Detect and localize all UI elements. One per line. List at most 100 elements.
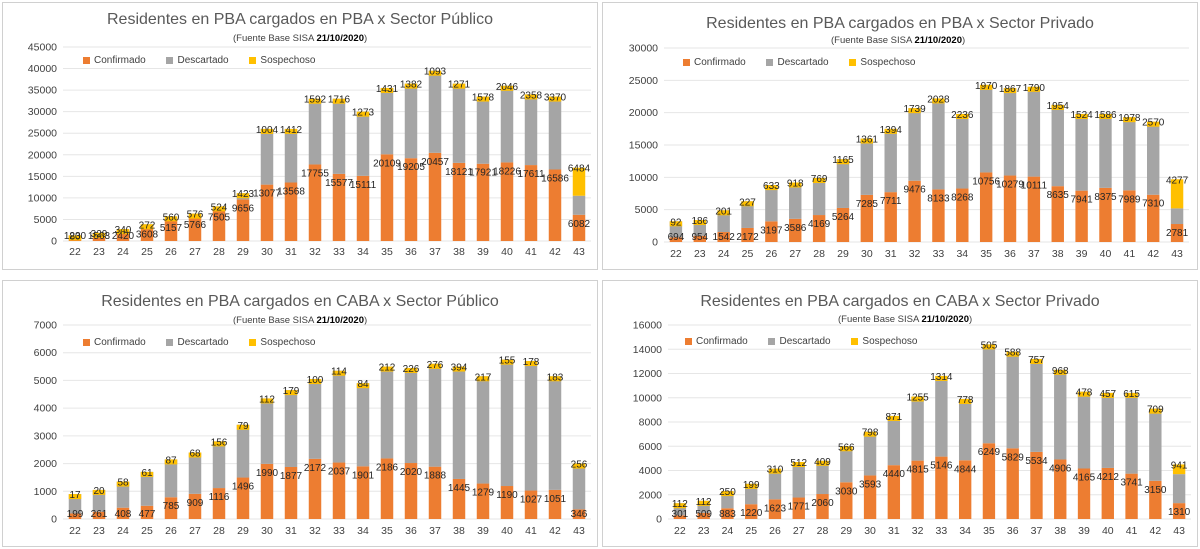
bar-confirmado [356, 466, 370, 519]
bar-confirmado [1075, 190, 1088, 242]
bar-descartado [428, 363, 442, 467]
bar-sospechoso [1030, 358, 1043, 364]
x-tick-label: 39 [1076, 248, 1088, 260]
data-label-confirmado: 10111 [1021, 181, 1048, 192]
data-label-confirmado: 2781 [1166, 228, 1189, 239]
bar-confirmado [816, 494, 829, 519]
bar-sospechoso [1101, 392, 1114, 398]
data-label-descartado: 524 [211, 202, 228, 213]
bar-sospechoso [836, 159, 850, 165]
bar-sospechoso [164, 216, 178, 222]
data-label-descartado: 87 [165, 455, 177, 466]
bar-sospechoso [693, 220, 706, 226]
bar-confirmado [836, 207, 850, 242]
x-tick-label: 33 [333, 525, 345, 537]
data-label-descartado: 1412 [280, 125, 303, 136]
data-label-descartado: 340 [115, 225, 132, 236]
bar-confirmado [935, 456, 948, 519]
bar-sospechoso [669, 221, 683, 227]
bar-sospechoso [789, 182, 802, 188]
data-label-descartado: 6484 [568, 164, 591, 175]
data-label-confirmado: 509 [695, 509, 712, 520]
chart-title: Residentes en PBA cargados en CABA x Sec… [700, 293, 1100, 310]
data-label-confirmado: 1027 [520, 495, 543, 506]
data-label-confirmado: 8375 [1094, 192, 1117, 203]
bar-confirmado [887, 465, 901, 519]
data-label-descartado: 112 [672, 499, 688, 510]
data-label-descartado: 1394 [880, 125, 903, 136]
data-label-confirmado: 7941 [1070, 195, 1093, 206]
bar-confirmado [332, 462, 346, 519]
x-tick-label: 31 [888, 525, 900, 537]
data-label-confirmado: 1563 [88, 231, 111, 242]
x-tick-label: 42 [1149, 525, 1161, 537]
y-tick-label: 2000 [34, 458, 58, 470]
y-tick-label: 15000 [629, 140, 658, 152]
bar-sospechoso [500, 85, 514, 91]
x-tick-label: 34 [357, 246, 369, 258]
bar-descartado [308, 98, 322, 165]
y-tick-label: 0 [51, 514, 57, 526]
chart-title: Residentes en PBA cargados en PBA x Sect… [106, 11, 493, 28]
bar-confirmado [1077, 468, 1091, 519]
data-label-descartado: 757 [1028, 355, 1045, 366]
bar-sospechoso [332, 370, 346, 376]
x-tick-label: 39 [1078, 525, 1090, 537]
x-tick-label: 30 [261, 525, 273, 537]
bar-sospechoso [717, 210, 730, 216]
bar-confirmado [792, 497, 805, 519]
bar-confirmado [863, 475, 877, 519]
bar-descartado [404, 367, 418, 464]
bar-sospechoso [212, 206, 226, 212]
data-label-confirmado: 1190 [496, 490, 518, 501]
data-label-confirmado: 1542 [713, 232, 736, 243]
data-label-descartado: 201 [715, 206, 732, 217]
bar-confirmado [524, 165, 538, 241]
data-label-descartado: 394 [451, 363, 468, 374]
legend-item-descartado: Descartado [166, 337, 229, 348]
x-tick-label: 30 [861, 248, 873, 260]
bar-descartado [792, 462, 805, 498]
bar-descartado [524, 361, 538, 491]
bar-confirmado [548, 489, 562, 519]
legend-item-sospechoso: Sospechoso [849, 57, 915, 68]
bar-sospechoso [956, 113, 969, 119]
bar-confirmado [236, 199, 250, 241]
x-tick-label: 27 [793, 525, 805, 537]
data-label-descartado: 1423 [232, 189, 255, 200]
bar-confirmado [1125, 473, 1138, 519]
data-label-confirmado: 7989 [1118, 194, 1141, 205]
bar-descartado [765, 185, 778, 222]
x-tick-label: 42 [1147, 248, 1159, 260]
bar-sospechoso [92, 232, 106, 238]
x-tick-label: 30 [864, 525, 876, 537]
x-tick-label: 42 [549, 525, 561, 537]
data-label-confirmado: 5766 [184, 220, 207, 231]
data-label-descartado: 155 [499, 356, 516, 367]
data-label-confirmado: 7505 [208, 213, 231, 224]
bar-confirmado [721, 508, 734, 519]
bar-descartado [1147, 121, 1160, 195]
bar-sospechoso [765, 185, 778, 191]
x-tick-label: 38 [1052, 248, 1064, 260]
bar-confirmado [908, 180, 921, 242]
x-tick-label: 36 [1004, 248, 1016, 260]
chart-title: Residentes en PBA cargados en CABA x Sec… [101, 293, 499, 310]
bar-sospechoso [452, 83, 466, 89]
data-label-descartado: 199 [743, 480, 760, 491]
bar-confirmado [236, 477, 250, 519]
bar-sospechoso [500, 359, 514, 365]
data-label-confirmado: 9656 [232, 203, 255, 214]
data-label-confirmado: 1901 [352, 470, 375, 481]
bar-sospechoso [260, 398, 274, 404]
data-label-descartado: 1716 [328, 95, 351, 106]
data-label-confirmado: 17755 [301, 168, 329, 179]
data-label-descartado: 709 [1147, 405, 1164, 416]
bar-descartado [1075, 113, 1088, 191]
bar-descartado [116, 481, 130, 508]
bar-confirmado [188, 493, 202, 519]
bar-descartado [284, 390, 298, 467]
x-tick-label: 32 [909, 248, 921, 260]
chart-panel-pba-publico: Residentes en PBA cargados en PBA x Sect… [2, 2, 598, 270]
bar-descartado [404, 83, 418, 159]
